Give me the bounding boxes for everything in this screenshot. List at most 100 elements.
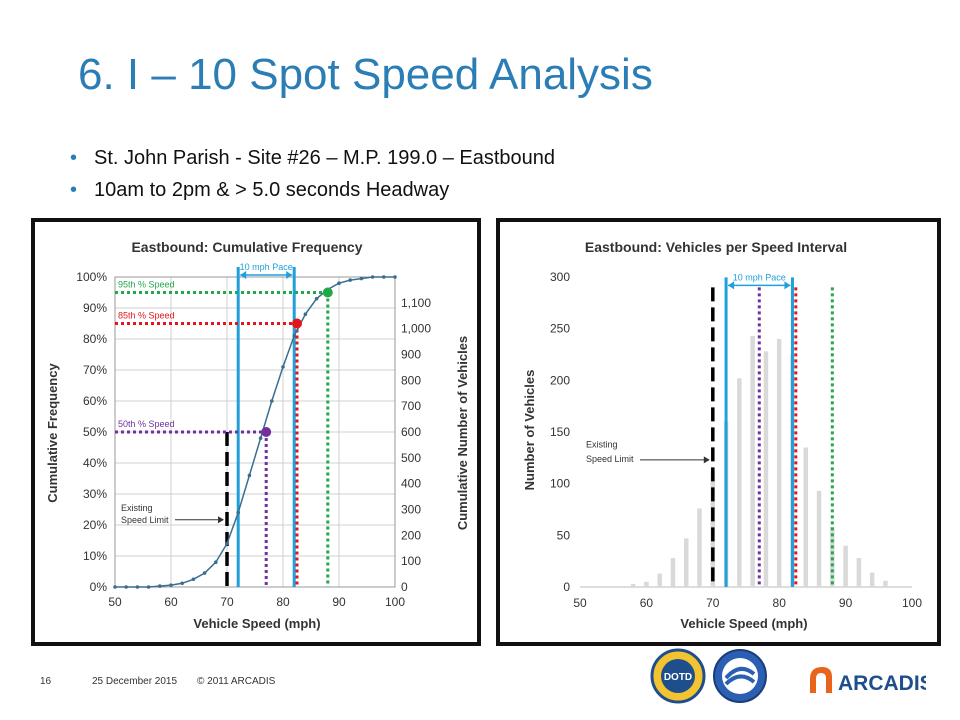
- x-axis-label: Vehicle Speed (mph): [680, 616, 807, 631]
- bar: [750, 335, 755, 587]
- percentile-marker: [261, 427, 272, 437]
- data-point: [225, 541, 229, 546]
- page-number: 16: [40, 676, 52, 687]
- data-point: [124, 585, 128, 589]
- bar: [630, 583, 636, 587]
- x-tick-label: 100: [385, 595, 405, 609]
- y-tick-label: 70%: [83, 363, 107, 377]
- y-axis-label: Number of Vehicles: [522, 370, 537, 491]
- y-tick-label: 300: [550, 270, 570, 284]
- y2-tick-label: 200: [401, 528, 421, 542]
- y-tick-label: 0: [563, 580, 570, 594]
- y2-tick-labels: 0 100 200 300 400 500 600 700 800 900 1,000 1,100: [401, 296, 431, 594]
- x-tick-label: 60: [640, 596, 654, 610]
- x-tick-label: 100: [902, 596, 922, 610]
- data-point: [202, 571, 207, 575]
- bar: [830, 527, 835, 587]
- speed-limit-label: Existing: [121, 503, 153, 513]
- data-point: [348, 278, 353, 282]
- y2-tick-label: 0: [401, 580, 408, 594]
- dotd-seal-text: DOTD: [664, 672, 692, 683]
- bullet-text: St. John Parish - Site #26 – M.P. 199.0 …: [94, 147, 556, 169]
- data-point: [180, 581, 184, 586]
- fhwa-seal-logo: [713, 649, 767, 703]
- slide-title: 6. I – 10 Spot Speed Analysis: [78, 50, 653, 99]
- pace-label: 10 mph Pace: [240, 262, 293, 272]
- x-tick-label: 50: [108, 595, 122, 609]
- y-tick-label: 250: [550, 322, 570, 336]
- x-tick-labels: 50 60 70 80 90 100: [573, 596, 922, 610]
- data-point: [236, 510, 240, 515]
- data-point: [292, 334, 297, 338]
- y2-tick-label: 800: [401, 373, 421, 387]
- percentile-label: 50th % Speed: [118, 419, 175, 429]
- chart-marks: 10 mph Pace Existing Speed Limit: [580, 272, 912, 588]
- pace-arrow-right-icon: [286, 271, 293, 279]
- bar: [856, 558, 862, 587]
- y-tick-label: 30%: [83, 487, 107, 501]
- bullet-item: • St. John Parish - Site #26 – M.P. 199.0…: [70, 144, 555, 172]
- y-tick-label: 50: [557, 528, 571, 542]
- cumulative-curve: [115, 276, 395, 588]
- data-point: [113, 585, 117, 589]
- data-point: [135, 585, 140, 589]
- y-tick-labels: 0% 10% 20% 30% 40% 50% 60% 70% 80% 90% 100%: [76, 270, 107, 594]
- x-tick-label: 50: [573, 596, 587, 610]
- y-tick-label: 150: [550, 425, 570, 439]
- y-tick-label: 50%: [83, 425, 107, 439]
- speed-interval-chart-panel: Eastbound: Vehicles per Speed Interval 0…: [496, 218, 941, 646]
- y-tick-label: 80%: [83, 332, 107, 346]
- bar: [670, 558, 676, 587]
- bar: [697, 508, 702, 587]
- data-point: [337, 281, 341, 285]
- bar: [869, 572, 875, 587]
- data-point: [247, 473, 252, 478]
- y2-tick-label: 400: [401, 477, 421, 491]
- data-point: [314, 296, 319, 301]
- x-tick-label: 80: [276, 595, 290, 609]
- bar: [843, 545, 848, 587]
- x-tick-label: 90: [332, 595, 346, 609]
- bullet-text: 10am to 2pm & > 5.0 seconds Headway: [94, 179, 450, 201]
- speed-limit-arrowhead-icon: [218, 516, 224, 524]
- bullet-item: • 10am to 2pm & > 5.0 seconds Headway: [70, 176, 555, 204]
- x-tick-label: 60: [164, 595, 178, 609]
- speed-limit-label: Speed Limit: [586, 454, 634, 464]
- bar: [763, 351, 769, 587]
- y-tick-label: 20%: [83, 518, 107, 532]
- chart-title: Eastbound: Vehicles per Speed Interval: [585, 239, 847, 255]
- bar: [644, 581, 649, 587]
- data-point: [158, 584, 162, 588]
- x-axis-label: Vehicle Speed (mph): [193, 616, 320, 631]
- dotd-seal-logo: DOTD: [650, 648, 706, 704]
- data-point: [258, 436, 263, 440]
- percentile-label: 85th % Speed: [118, 311, 175, 321]
- y-tick-label: 100: [550, 477, 570, 491]
- pace-label: 10 mph Pace: [733, 272, 786, 282]
- y2-tick-label: 300: [401, 503, 421, 517]
- bullet-list: • St. John Parish - Site #26 – M.P. 199.0…: [70, 144, 555, 208]
- percentile-label: 95th % Speed: [118, 280, 175, 290]
- speed-limit-arrowhead-icon: [703, 456, 710, 464]
- y2-tick-label: 900: [401, 348, 421, 362]
- y-tick-label: 10%: [83, 549, 107, 563]
- footer-date: 25 December 2015: [92, 676, 178, 687]
- y2-tick-label: 500: [401, 451, 421, 465]
- chart-title: Eastbound: Cumulative Frequency: [131, 239, 362, 255]
- bullet-dot-icon: •: [70, 147, 78, 169]
- percentile-marker: [322, 287, 333, 298]
- bar: [883, 580, 888, 587]
- bar: [816, 490, 822, 587]
- bar: [683, 538, 689, 587]
- pace-arrow-right-icon: [784, 281, 791, 290]
- y-tick-label: 60%: [83, 394, 107, 408]
- y-axis-label: Cumulative Frequency: [45, 363, 60, 503]
- speed-interval-chart: Eastbound: Vehicles per Speed Interval 0…: [522, 239, 922, 631]
- y2-tick-label: 600: [401, 425, 421, 439]
- y2-tick-label: 700: [401, 399, 421, 413]
- data-point: [382, 275, 386, 279]
- cumulative-frequency-chart-panel: Eastbound: Cumulative Frequency 0% 10% 20%…: [31, 218, 481, 646]
- arcadis-logo-mark: ARCADIS: [810, 667, 934, 695]
- y-tick-label: 40%: [83, 456, 107, 470]
- y2-tick-label: 1,000: [401, 322, 431, 336]
